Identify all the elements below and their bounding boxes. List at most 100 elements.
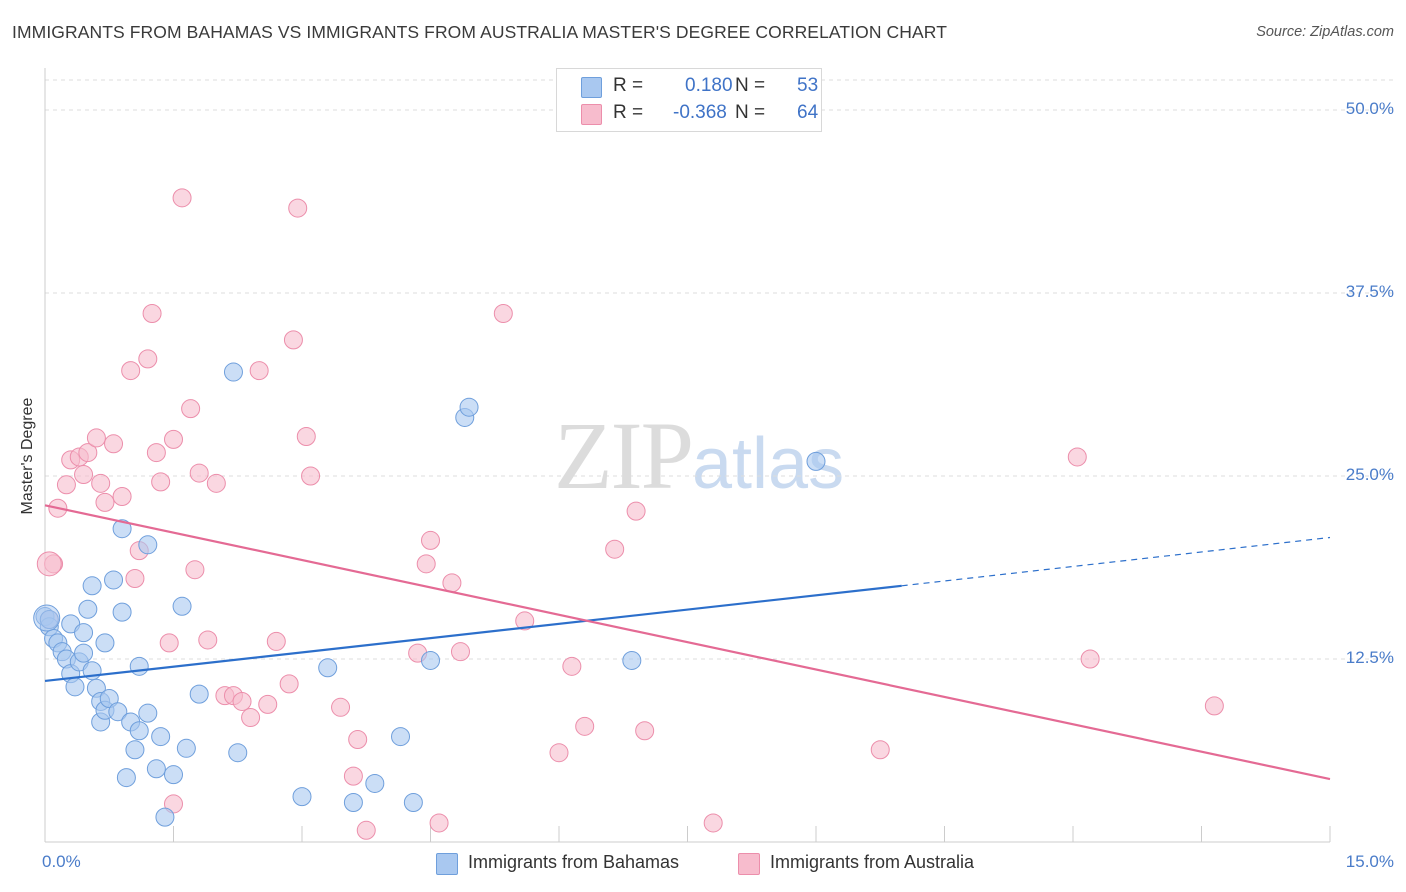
x-tick-max: 15.0% — [1345, 852, 1394, 871]
australia-point — [112, 486, 132, 506]
bahamas-point — [172, 596, 192, 616]
axes — [44, 68, 1331, 843]
bahamas-point — [151, 727, 171, 747]
bahamas-swatch — [436, 853, 458, 875]
australia-point — [241, 708, 261, 728]
legend-r-label: R = — [613, 102, 644, 123]
correlation-legend: R = 0.180 N = 53 R = -0.368 N = 64 — [556, 68, 822, 132]
australia-point — [138, 349, 158, 369]
bahamas-point — [228, 743, 248, 763]
bahamas-point — [108, 702, 128, 722]
legend-n-label: N = — [735, 75, 766, 96]
grid-lines — [45, 79, 1395, 660]
bahamas-point — [95, 633, 115, 653]
legend-r-value: -0.368 — [673, 102, 727, 123]
australia-point — [870, 740, 890, 760]
bahamas-point — [421, 650, 440, 670]
australia-point — [232, 691, 252, 711]
bahamas-point — [365, 773, 385, 793]
legend-r-value: 0.180 — [685, 75, 733, 96]
australia-point — [703, 813, 723, 833]
bahamas-point — [155, 807, 175, 827]
australia-point — [125, 568, 145, 588]
australia-point — [626, 501, 646, 521]
bahamas-point — [146, 759, 166, 779]
x-tick-min: 0.0% — [42, 852, 81, 871]
bahamas-point — [112, 519, 132, 539]
australia-point — [1080, 649, 1100, 669]
bahamas-point — [129, 721, 149, 741]
trend-lines — [44, 504, 1331, 781]
australia-point — [206, 473, 226, 493]
bahamas-point — [343, 792, 363, 812]
bahamas-point — [164, 765, 183, 785]
chart-title: IMMIGRANTS FROM BAHAMAS VS IMMIGRANTS FR… — [12, 22, 948, 42]
y-tick-label: 37.5% — [1345, 282, 1394, 301]
australia-point — [249, 361, 269, 381]
legend-label-bahamas: Immigrants from Bahamas — [468, 852, 680, 872]
australia-point — [279, 674, 299, 694]
bahamas-point — [99, 689, 119, 709]
australia-point-large — [36, 551, 62, 577]
australia-point — [56, 475, 76, 495]
chart-source: Source: ZipAtlas.com — [1256, 24, 1394, 40]
australia-point — [142, 303, 162, 323]
australia-point — [356, 820, 376, 840]
legend-n-value: 64 — [797, 102, 819, 123]
australia-swatch — [581, 104, 602, 125]
australia-point — [605, 539, 625, 559]
legend-n-label: N = — [735, 102, 766, 123]
australia-point — [296, 426, 316, 446]
australia-point — [258, 694, 278, 714]
australia-point — [635, 721, 655, 741]
australia-point — [1067, 447, 1087, 467]
australia-point — [74, 465, 94, 485]
bahamas-point — [391, 727, 411, 747]
australia-point — [198, 630, 218, 650]
australia-point — [429, 813, 449, 833]
bahamas-trend-line — [44, 584, 902, 683]
australia-point — [331, 697, 351, 717]
bahamas-point — [622, 650, 642, 670]
australia-point — [450, 642, 470, 662]
bahamas-point-large — [33, 604, 61, 632]
australia-point — [562, 656, 582, 676]
australia-point — [146, 443, 166, 463]
y-axis-label: Master's Degree — [19, 397, 36, 515]
australia-point — [266, 631, 286, 651]
bahamas-point — [74, 623, 94, 643]
australia-point — [159, 633, 179, 653]
australia-point — [515, 611, 535, 631]
bahamas-point — [125, 740, 145, 760]
y-tick-label: 25.0% — [1345, 465, 1394, 484]
australia-point — [442, 573, 462, 593]
australia-points — [36, 188, 1224, 840]
y-tick-label: 50.0% — [1345, 99, 1394, 118]
watermark-zip: ZIP — [554, 402, 694, 509]
australia-point — [288, 198, 308, 218]
legend-r-label: R = — [613, 75, 644, 96]
australia-point — [283, 330, 303, 350]
bahamas-point — [78, 599, 98, 619]
bahamas-point — [292, 787, 312, 807]
bahamas-point — [65, 677, 85, 697]
y-tick-label: 12.5% — [1345, 648, 1394, 667]
australia-point — [164, 429, 183, 449]
bahamas-point — [104, 570, 124, 590]
australia-trend-line — [44, 504, 1331, 781]
bahamas-point — [189, 684, 209, 704]
bahamas-point — [112, 602, 132, 622]
australia-point — [86, 428, 106, 448]
bahamas-points — [33, 362, 826, 827]
bahamas-point — [318, 658, 338, 678]
australia-point — [104, 434, 124, 454]
australia-point — [348, 730, 368, 750]
legend-label-australia: Immigrants from Australia — [770, 852, 975, 872]
australia-point — [421, 530, 440, 550]
australia-point — [189, 463, 209, 483]
bahamas-point — [176, 738, 196, 758]
bahamas-swatch — [581, 77, 602, 98]
bahamas-point — [806, 451, 826, 471]
bahamas-point — [82, 576, 102, 596]
